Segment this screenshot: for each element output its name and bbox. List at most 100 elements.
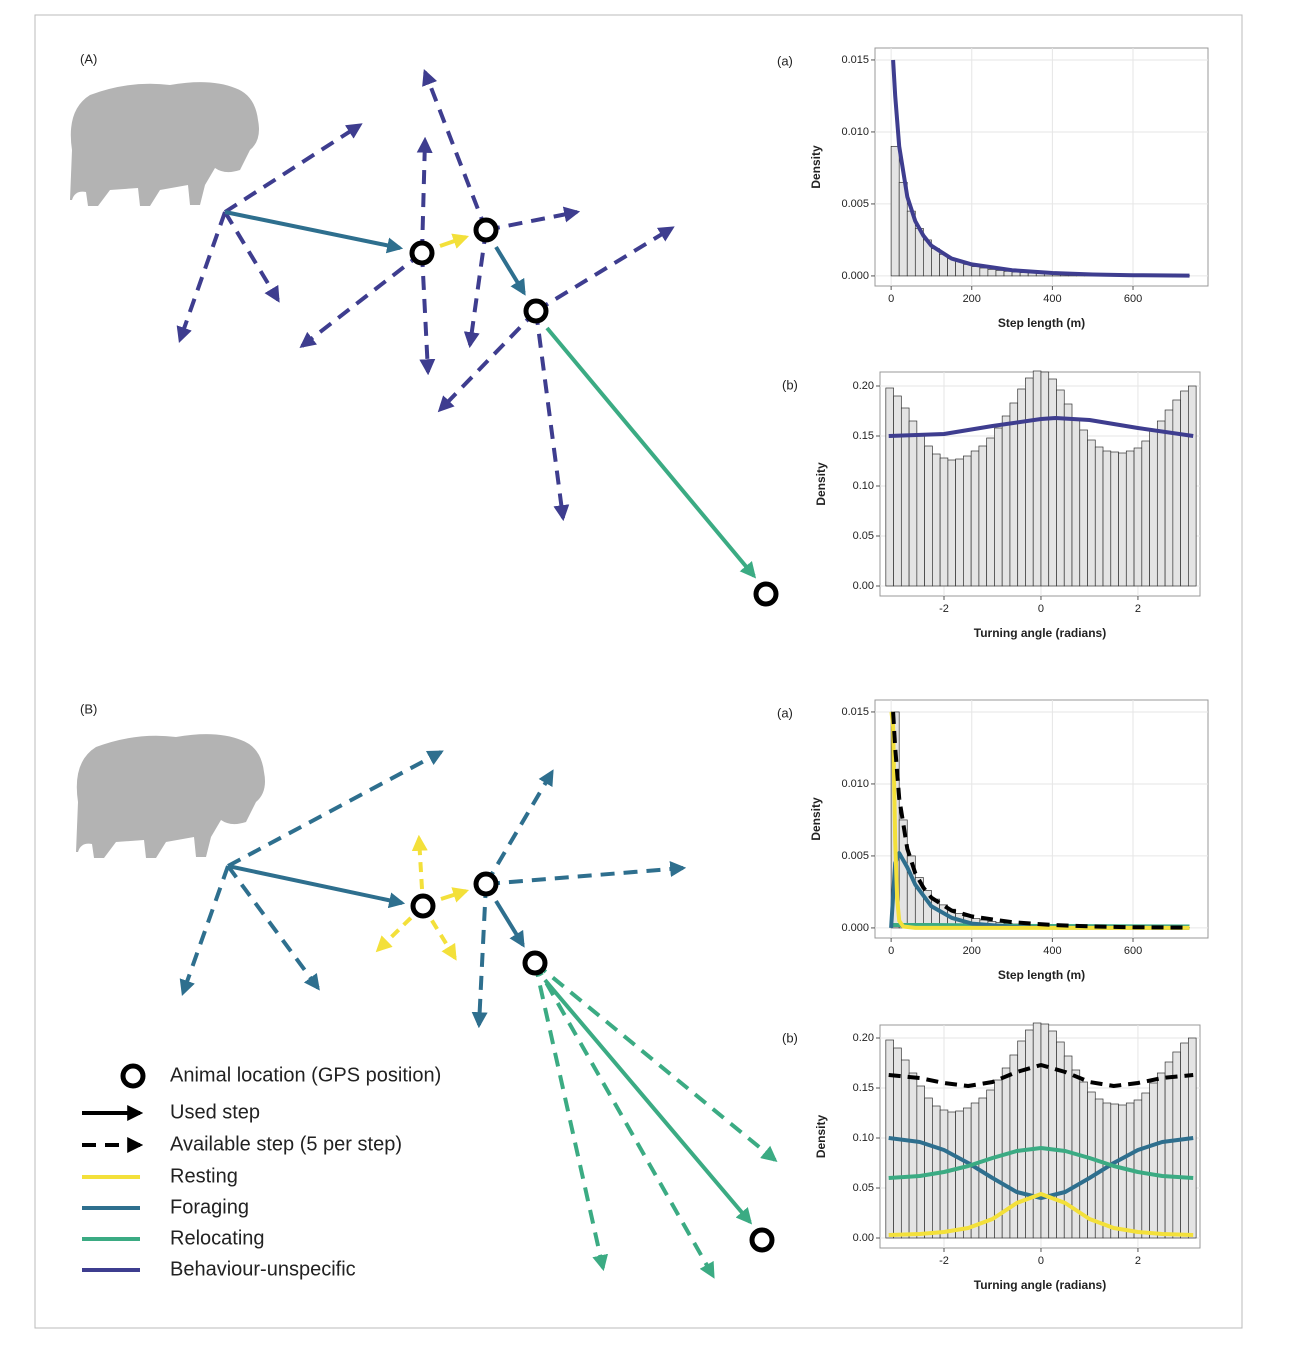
diagram-a (176, 69, 757, 579)
y-axis-title: Density (809, 145, 823, 189)
x-axis-title: Turning angle (radians) (974, 1278, 1106, 1292)
location (523, 298, 549, 324)
used-step (439, 233, 470, 249)
panel-label: (B) (80, 701, 97, 716)
x-tick-label: 400 (1043, 945, 1061, 957)
histogram-bar (1141, 1092, 1150, 1239)
histogram-bar (1156, 420, 1166, 587)
location (473, 217, 499, 243)
histogram-bar (1141, 440, 1150, 587)
histogram-bar (979, 267, 989, 277)
density-curve (888, 1136, 1194, 1200)
x-tick-label: -2 (939, 603, 949, 615)
y-tick-label: 0.15 (853, 1082, 874, 1094)
histogram-bar (1149, 430, 1158, 587)
density-curve (888, 1192, 1194, 1237)
panel-label: (a) (777, 705, 793, 720)
y-tick-label: 0.10 (853, 480, 874, 492)
y-tick-label: 0.015 (841, 54, 869, 66)
available-step (533, 962, 609, 1272)
histogram-bar (1063, 403, 1073, 587)
density-curve (888, 416, 1194, 438)
histogram-bar (1040, 371, 1050, 587)
available-step (534, 310, 570, 522)
x-tick-label: 0 (888, 945, 894, 957)
y-tick-label: 0.05 (853, 530, 874, 542)
histogram-bar (1009, 402, 1019, 587)
histogram-bar (947, 459, 956, 587)
histogram-bar (931, 248, 940, 277)
available-step (226, 864, 320, 991)
histogram-bar (1149, 1082, 1158, 1239)
histogram-bar (1094, 446, 1104, 587)
y-tick-label: 0.15 (853, 430, 874, 442)
x-tick-label: -2 (939, 1255, 949, 1267)
used-step (440, 887, 470, 903)
x-tick-label: 2 (1135, 603, 1141, 615)
density-curve (889, 711, 1190, 930)
histogram-bar (1180, 390, 1189, 587)
available-step (419, 252, 436, 376)
histogram-bar (947, 1111, 956, 1239)
available-step (176, 211, 227, 344)
chart: 0.00 0.05 0.10 0.15 0.20 -2 0 2 (b) Turning angle… (782, 1022, 1201, 1292)
x-axis-title: Step length (m) (998, 968, 1085, 982)
histogram-bar (971, 266, 981, 277)
histogram-bar (963, 264, 973, 277)
histogram-bar (908, 420, 918, 587)
legend-label: Used step (170, 1101, 260, 1123)
location (749, 1227, 775, 1253)
histogram-bar (1009, 1054, 1019, 1239)
available-step (416, 136, 433, 254)
panel-label: (b) (782, 1030, 798, 1045)
legend-label: Resting (170, 1165, 238, 1187)
histogram-bar (1048, 1030, 1057, 1239)
histogram-bar (1063, 1055, 1073, 1239)
available-step (437, 309, 538, 413)
used-step (494, 899, 525, 948)
animal-silhouette (76, 734, 265, 858)
y-tick-label: 0.10 (853, 1132, 874, 1144)
histogram-bar (1118, 452, 1127, 587)
location (753, 581, 779, 607)
available-step (463, 229, 488, 349)
histogram-bar (1048, 378, 1057, 587)
histogram-bar (1102, 450, 1112, 587)
used-step (545, 326, 757, 579)
histogram-bar (924, 445, 933, 587)
histogram-bar (1087, 439, 1096, 587)
histogram-bar (1125, 450, 1135, 587)
available-step (484, 769, 554, 886)
available-step (411, 834, 428, 907)
histogram-bar (1025, 1029, 1034, 1239)
legend-label: Foraging (170, 1196, 249, 1218)
y-tick-label: 0.010 (841, 778, 869, 790)
animal-silhouette (70, 82, 259, 206)
histogram-bar (978, 445, 988, 587)
location (410, 893, 436, 919)
y-tick-label: 0.05 (853, 1182, 874, 1194)
x-tick-label: 400 (1043, 293, 1061, 305)
histogram-bar (939, 457, 949, 587)
x-tick-label: 0 (888, 293, 894, 305)
used-step (494, 245, 526, 296)
y-tick-label: 0.000 (841, 270, 869, 282)
histogram-bar (1172, 399, 1181, 587)
available-step (534, 226, 675, 313)
x-tick-label: 2 (1135, 1255, 1141, 1267)
available-step (471, 883, 488, 1029)
y-tick-label: 0.015 (841, 706, 869, 718)
histogram-bar (994, 427, 1003, 587)
histogram-bar (1188, 385, 1197, 587)
histogram-bar (916, 1085, 925, 1239)
available-step (485, 861, 687, 886)
available-step (485, 206, 581, 232)
y-tick-label: 0.00 (853, 580, 874, 592)
y-tick-label: 0.20 (853, 1032, 874, 1044)
histogram-bar (995, 270, 1005, 277)
histogram-bar (900, 1059, 910, 1239)
panel-label: (A) (80, 51, 97, 66)
histogram-bar (893, 395, 902, 587)
density-curve (891, 711, 1190, 930)
